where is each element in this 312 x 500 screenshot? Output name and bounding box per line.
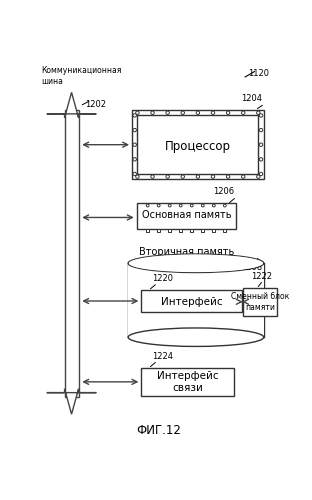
Circle shape xyxy=(259,158,263,161)
Circle shape xyxy=(259,172,263,176)
Polygon shape xyxy=(47,389,96,414)
Circle shape xyxy=(259,143,263,146)
Bar xyxy=(65,110,79,397)
Circle shape xyxy=(133,143,136,146)
Text: 1222: 1222 xyxy=(251,272,272,281)
Circle shape xyxy=(241,175,245,178)
Bar xyxy=(190,228,193,232)
Bar xyxy=(141,368,234,396)
Text: 1208: 1208 xyxy=(241,264,262,272)
Bar xyxy=(201,228,204,232)
Text: 1202: 1202 xyxy=(85,100,106,109)
Circle shape xyxy=(190,204,193,207)
Circle shape xyxy=(151,175,154,178)
Circle shape xyxy=(201,204,204,207)
Circle shape xyxy=(166,111,169,114)
Circle shape xyxy=(196,111,200,114)
Text: Коммуникационная
шина: Коммуникационная шина xyxy=(41,66,122,86)
Circle shape xyxy=(211,111,215,114)
Circle shape xyxy=(181,111,184,114)
Circle shape xyxy=(146,204,149,207)
Bar xyxy=(223,228,227,232)
Circle shape xyxy=(133,114,136,117)
Text: 1120: 1120 xyxy=(248,69,269,78)
Circle shape xyxy=(168,204,171,207)
Ellipse shape xyxy=(128,254,264,272)
Circle shape xyxy=(133,128,136,132)
Bar xyxy=(243,288,277,316)
Circle shape xyxy=(241,111,245,114)
Text: Сменный блок
памяти: Сменный блок памяти xyxy=(231,292,289,312)
Text: Процессор: Процессор xyxy=(165,140,231,152)
Circle shape xyxy=(259,114,263,117)
Circle shape xyxy=(223,204,226,207)
Text: ФИГ.12: ФИГ.12 xyxy=(137,424,182,438)
Circle shape xyxy=(133,158,136,161)
Bar xyxy=(128,264,264,337)
Circle shape xyxy=(227,111,230,114)
Circle shape xyxy=(133,172,136,176)
Circle shape xyxy=(166,175,169,178)
Bar xyxy=(157,228,160,232)
Circle shape xyxy=(136,111,139,114)
Bar xyxy=(137,116,258,174)
Circle shape xyxy=(212,204,215,207)
Text: 1204: 1204 xyxy=(241,94,262,103)
Circle shape xyxy=(181,175,184,178)
Circle shape xyxy=(151,111,154,114)
Ellipse shape xyxy=(128,328,264,346)
Circle shape xyxy=(179,204,182,207)
Circle shape xyxy=(257,175,260,178)
Text: Интерфейс
связи: Интерфейс связи xyxy=(157,370,219,393)
Circle shape xyxy=(259,128,263,132)
Circle shape xyxy=(196,175,200,178)
Text: 1220: 1220 xyxy=(152,274,173,283)
Circle shape xyxy=(157,204,160,207)
Bar xyxy=(137,203,236,228)
Text: 1224: 1224 xyxy=(152,352,173,361)
Circle shape xyxy=(257,111,260,114)
Bar xyxy=(212,228,215,232)
Text: Основная память: Основная память xyxy=(142,210,231,220)
Bar xyxy=(132,110,264,180)
Ellipse shape xyxy=(129,254,263,272)
Bar xyxy=(146,228,149,232)
Text: Интерфейс: Интерфейс xyxy=(161,297,222,307)
Bar xyxy=(179,228,182,232)
Bar xyxy=(141,290,242,312)
Polygon shape xyxy=(47,92,96,118)
Circle shape xyxy=(227,175,230,178)
Bar xyxy=(168,228,171,232)
Text: 1206: 1206 xyxy=(213,188,234,196)
Text: Вторичная память: Вторичная память xyxy=(139,247,234,257)
Circle shape xyxy=(136,175,139,178)
Circle shape xyxy=(211,175,215,178)
